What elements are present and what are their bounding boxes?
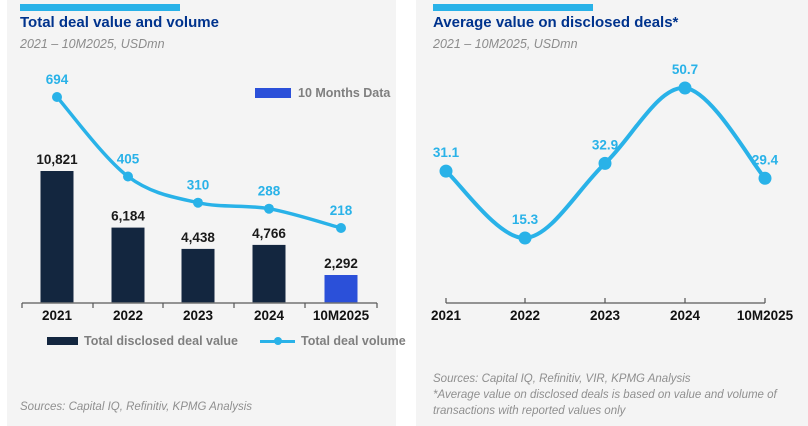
- average-point-2022: [518, 231, 532, 245]
- sources-note: Sources: Capital IQ, Refinitiv, KPMG Ana…: [20, 401, 252, 413]
- sources-note: Sources: Capital IQ, Refinitiv, VIR, KPM…: [433, 373, 691, 385]
- deal-volume-legend-label: Total deal volume: [301, 334, 406, 348]
- ten-months-data-callout: 10 Months Data: [255, 86, 390, 100]
- sources-footnote-block: Sources: Capital IQ, Refinitiv, VIR, KPM…: [433, 371, 789, 419]
- volume-point-2023: [193, 197, 203, 208]
- chart-subtitle: 2021 – 10M2025, USDmn: [20, 37, 165, 51]
- deal-volume-line: [55, 95, 343, 230]
- bar-2024: [252, 244, 286, 303]
- average-value-label-2021: 31.1: [433, 145, 460, 160]
- volume-point-2024: [264, 203, 274, 214]
- bar-2023: [181, 248, 215, 303]
- accent-bar: [20, 4, 180, 11]
- bar-value-label-2021: 10,821: [36, 152, 78, 167]
- deal-value-legend-label: Total disclosed deal value: [84, 334, 238, 348]
- panel-total-deal-value-volume: Total deal value and volume 2021 – 10M20…: [7, 0, 406, 426]
- volume-point-10M2025: [336, 223, 346, 233]
- volume-value-label-2021: 694: [46, 72, 69, 87]
- bar-2021: [40, 171, 74, 303]
- x-label-2023: 2023: [183, 308, 214, 323]
- bar-value-label-2023: 4,438: [181, 230, 215, 245]
- bar-value-label-2024: 4,766: [252, 226, 286, 241]
- average-value-label-10M2025: 29.4: [752, 152, 779, 167]
- average-point-2021: [439, 164, 453, 178]
- deal-value-swatch: [47, 337, 78, 345]
- bar-value-label-2022: 6,184: [111, 209, 145, 224]
- ten-months-label: 10 Months Data: [298, 86, 391, 100]
- accent-bar: [433, 4, 593, 11]
- bar-2022: [111, 227, 145, 303]
- bar-value-label-10M2025: 2,292: [324, 256, 358, 271]
- volume-point-2022: [123, 171, 133, 182]
- volume-value-label-2022: 405: [117, 152, 140, 167]
- bar-10M2025: [324, 275, 358, 303]
- average-value-chart: 31.1 15.3 32.9 50.7 29.4 2021 2022 2023 2024 10M2…: [431, 62, 794, 323]
- legend-item-deal-volume: Total deal volume: [260, 334, 406, 348]
- deal-volume-swatch: [260, 337, 295, 345]
- x-label-2024: 2024: [254, 308, 285, 323]
- x-label-2021: 2021: [42, 308, 73, 323]
- volume-point-2021: [52, 92, 62, 102]
- average-value-label-2024: 50.7: [672, 62, 698, 77]
- x-label-2022: 2022: [510, 308, 540, 323]
- legend-item-deal-value: Total disclosed deal value: [47, 334, 238, 348]
- chart-subtitle: 2021 – 10M2025, USDmn: [433, 37, 578, 51]
- volume-value-label-10M2025: 218: [330, 203, 353, 218]
- chart-title: Average value on disclosed deals*: [433, 14, 679, 31]
- chart-legend: Total disclosed deal value Total deal vo…: [47, 334, 406, 348]
- average-point-2024: [678, 81, 692, 95]
- footnote: *Average value on disclosed deals is bas…: [433, 389, 777, 417]
- average-point-2023: [598, 156, 612, 170]
- volume-value-label-2023: 310: [187, 178, 210, 193]
- average-value-label-2022: 15.3: [512, 212, 539, 227]
- chart-title: Total deal value and volume: [20, 14, 219, 31]
- panel-average-value: Average value on disclosed deals* 2021 –…: [416, 0, 808, 426]
- marker-dot-icon: [273, 337, 282, 345]
- x-label-10M2025: 10M2025: [737, 308, 794, 323]
- ten-months-swatch: [255, 88, 291, 98]
- average-value-line: [444, 85, 767, 241]
- deal-value-volume-chart: 10,821 6,184 4,438 4,766 2,292 694 405 310 288 21…: [21, 72, 378, 323]
- x-label-2023: 2023: [590, 308, 621, 323]
- x-label-10M2025: 10M2025: [313, 308, 370, 323]
- average-value-label-2023: 32.9: [592, 137, 618, 152]
- x-label-2021: 2021: [431, 308, 462, 323]
- average-point-10M2025: [758, 171, 772, 185]
- x-label-2022: 2022: [113, 308, 143, 323]
- x-label-2024: 2024: [670, 308, 701, 323]
- volume-value-label-2024: 288: [258, 184, 281, 199]
